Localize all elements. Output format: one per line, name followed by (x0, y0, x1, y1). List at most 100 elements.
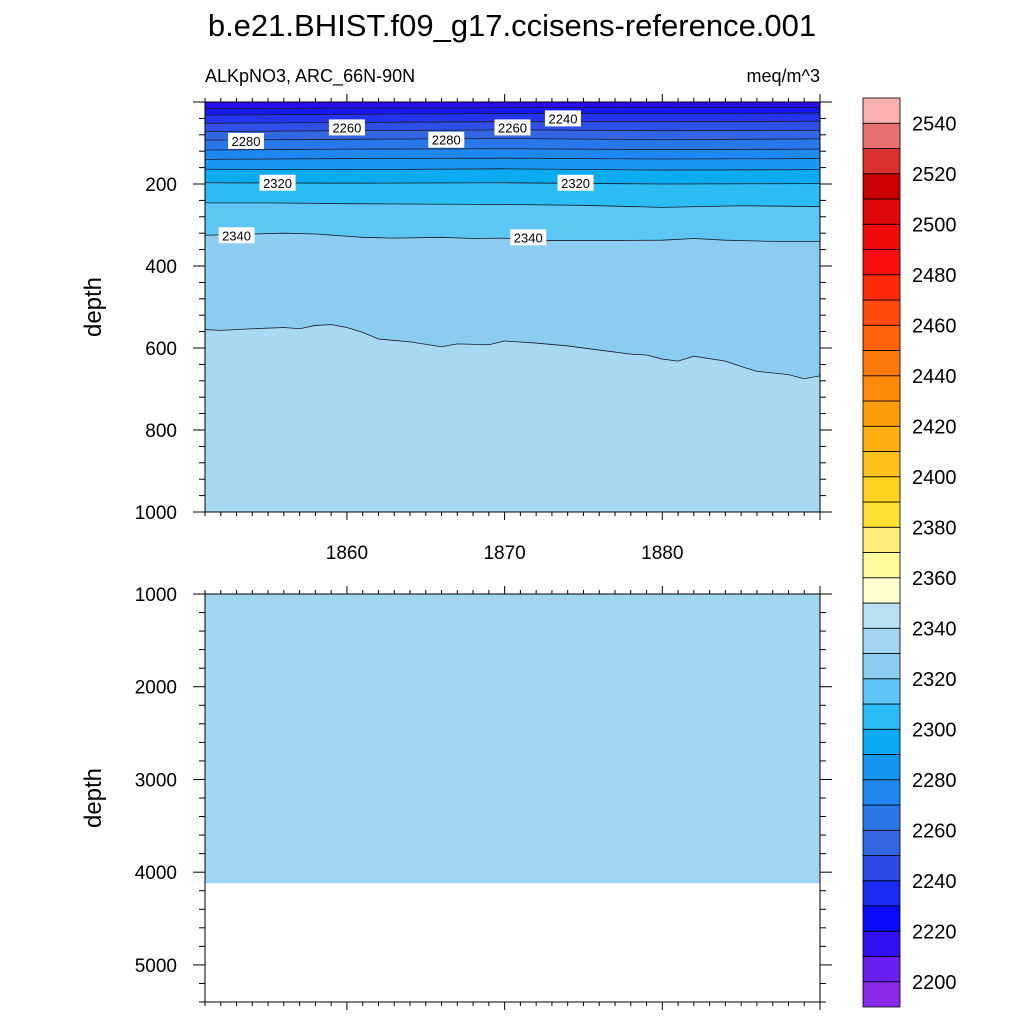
colorbar-box (862, 930, 901, 957)
y-tick-label: 200 (145, 175, 177, 196)
colorbar-box (862, 653, 901, 680)
contour-label: 2340 (222, 228, 251, 243)
colorbar-box (862, 148, 901, 175)
contour-line-2270 (205, 138, 820, 141)
colorbar-box (862, 804, 901, 831)
panel-upper: 2240 2260 2260 2280 2280 2320 2320 2340 2340 1860… (80, 94, 832, 564)
colorbar-box (862, 274, 901, 301)
colorbar-box (862, 476, 901, 503)
contour-band-2310 (205, 182, 820, 208)
colorbar-box (862, 981, 901, 1008)
chart-title: b.e21.BHIST.f09_g17.ccisens-reference.00… (208, 8, 816, 43)
colorbar-box (862, 703, 901, 730)
contour-line-2330 (205, 232, 820, 242)
contour-band-2330 (205, 233, 820, 379)
contour-label-box (557, 174, 594, 191)
colorbar-box (862, 173, 901, 200)
y-axis-label: depth (80, 277, 107, 337)
colorbar-box (862, 350, 901, 377)
colorbar: 2200 2220 2240 2260 2280 2300 2320 2340 2360 2380… (862, 97, 957, 1008)
y-tick-label: 800 (145, 421, 177, 442)
colorbar-box (862, 97, 901, 124)
colorbar-box (862, 223, 901, 250)
contour-label-box (544, 110, 581, 127)
contour-band-2340 (205, 594, 820, 884)
y-tick-label: 3000 (135, 770, 177, 791)
colorbar-box (862, 678, 901, 705)
colorbar-tick-label: 2320 (912, 669, 957, 691)
colorbar-box (862, 855, 901, 882)
colorbar-box (862, 602, 901, 629)
y-tick-label: 400 (145, 257, 177, 278)
colorbar-box (862, 728, 901, 755)
colorbar-box (862, 249, 901, 276)
colorbar-tick-label: 2440 (912, 366, 957, 388)
panel-lower: 1000 2000 3000 4000 5000 depth (80, 585, 832, 1010)
contour-label: 2320 (263, 176, 292, 191)
y-tick-label: 1000 (135, 585, 177, 606)
colorbar-tick-label: 2540 (912, 113, 957, 135)
colorbar-tick-label: 2480 (912, 265, 957, 287)
colorbar-box (862, 425, 901, 452)
colorbar-tick-label: 2240 (912, 871, 957, 893)
colorbar-box (862, 956, 901, 983)
contour-line-2310 (205, 182, 820, 185)
x-tick-label: 1870 (483, 543, 525, 564)
contour-band-2280 (205, 148, 820, 160)
contour-line-2240 (205, 112, 820, 116)
contour-label-box (510, 229, 547, 246)
colorbar-box (862, 905, 901, 932)
colorbar-box (862, 552, 901, 579)
colorbar-box (862, 779, 901, 806)
colorbar-box (862, 299, 901, 326)
colorbar-tick-label: 2420 (912, 416, 957, 438)
colorbar-box (862, 122, 901, 149)
colorbar-box (862, 400, 901, 427)
y-tick-label: 4000 (135, 863, 177, 884)
colorbar-tick-label: 2520 (912, 164, 957, 186)
contour-label: 2280 (432, 133, 461, 148)
panels: 2240 2260 2260 2280 2280 2320 2320 2340 2340 1860… (80, 94, 832, 1010)
contour-line-2280 (205, 148, 820, 151)
contour-label: 2240 (549, 111, 578, 126)
colorbar-box (862, 198, 901, 225)
y-tick-label: 600 (145, 339, 177, 360)
variable-region-label: ALKpNO3, ARC_66N-90N (205, 66, 415, 87)
colorbar-box (862, 526, 901, 553)
y-tick-label: 1000 (135, 503, 177, 524)
contour-label-box (259, 174, 296, 191)
contour-label-box (494, 119, 531, 136)
colorbar-box (862, 577, 901, 604)
panel-upper-frame (204, 101, 821, 513)
contour-line-2230 (205, 106, 820, 109)
colorbar-tick-label: 2280 (912, 770, 957, 792)
panel-upper-plot-area: 2240 2260 2260 2280 2280 2320 2320 2340 2340 (205, 102, 820, 512)
contour-label-box (328, 119, 365, 136)
contour-band-2290 (205, 158, 820, 171)
contour-line-2320 (205, 202, 820, 208)
colorbar-tick-label: 2400 (912, 467, 957, 489)
contour-label: 2260 (332, 120, 361, 135)
x-tick-label: 1880 (641, 543, 683, 564)
panel-lower-plot-area (205, 594, 820, 884)
contour-band-2270 (205, 138, 820, 150)
colorbar-box (862, 451, 901, 478)
colorbar-box (862, 324, 901, 351)
y-tick-label: 2000 (135, 678, 177, 699)
colorbar-box (862, 880, 901, 907)
colorbar-tick-label: 2220 (912, 921, 957, 943)
colorbar-tick-label: 2300 (912, 719, 957, 741)
colorbar-tick-label: 2500 (912, 214, 957, 236)
colorbar-box (862, 829, 901, 856)
y-axis-label: depth (80, 768, 107, 828)
contour-label: 2260 (498, 120, 527, 135)
contour-line-2290 (205, 157, 820, 160)
contour-band-2300 (205, 168, 820, 184)
colorbar-tick-label: 2380 (912, 517, 957, 539)
contour-label-box (428, 131, 465, 148)
colorbar-box (862, 375, 901, 402)
colorbar-tick-label: 2360 (912, 568, 957, 590)
contour-band-2220 (205, 102, 820, 109)
contour-label: 2280 (232, 134, 261, 149)
